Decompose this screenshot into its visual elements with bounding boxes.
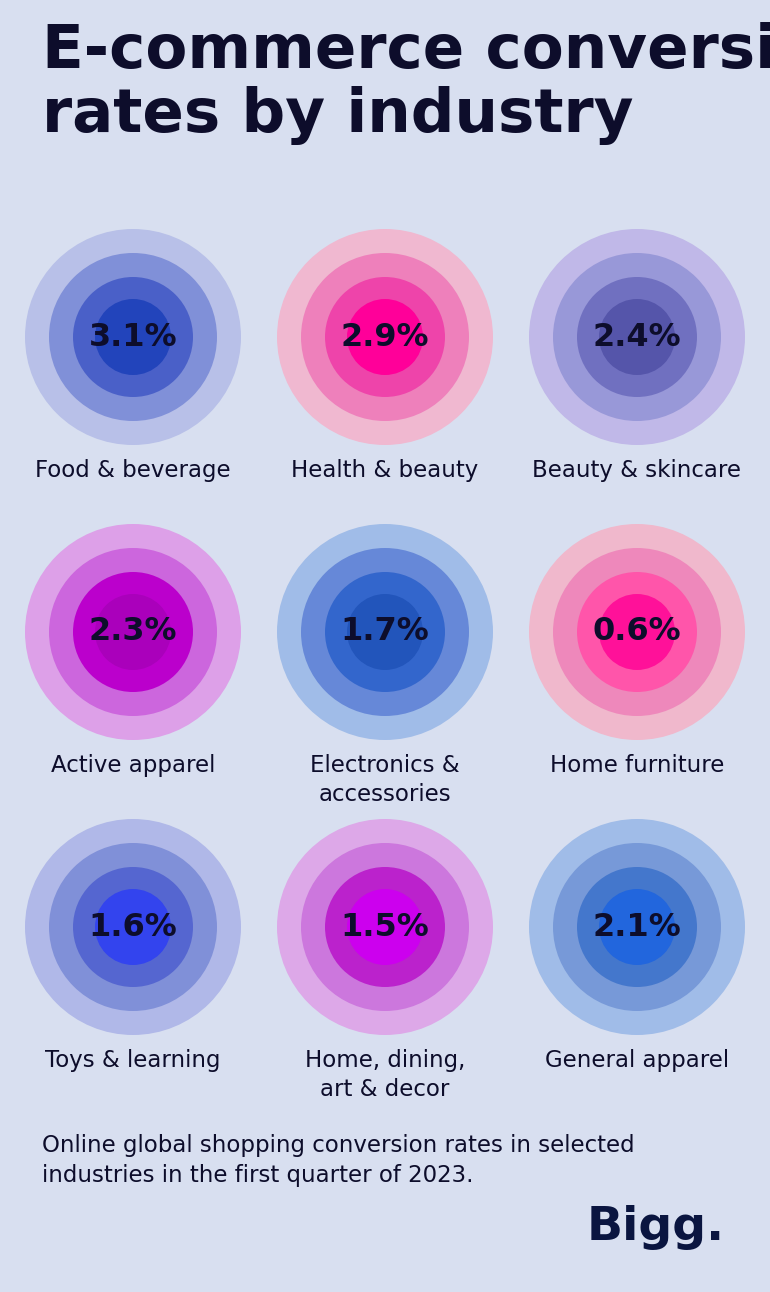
Ellipse shape: [49, 548, 217, 716]
Ellipse shape: [553, 548, 721, 716]
Ellipse shape: [347, 298, 423, 375]
Ellipse shape: [95, 594, 171, 671]
Ellipse shape: [25, 525, 241, 740]
Ellipse shape: [347, 594, 423, 671]
Text: Home, dining,
art & decor: Home, dining, art & decor: [305, 1049, 465, 1101]
Ellipse shape: [301, 842, 469, 1012]
Ellipse shape: [277, 229, 493, 444]
Ellipse shape: [73, 867, 193, 987]
Ellipse shape: [277, 819, 493, 1035]
Text: General apparel: General apparel: [545, 1049, 729, 1072]
Ellipse shape: [301, 548, 469, 716]
Ellipse shape: [529, 525, 745, 740]
Text: Electronics &
accessories: Electronics & accessories: [310, 755, 460, 806]
Text: Health & beauty: Health & beauty: [291, 459, 479, 482]
Text: 1.5%: 1.5%: [340, 911, 430, 942]
Text: 2.1%: 2.1%: [593, 911, 681, 942]
Ellipse shape: [301, 253, 469, 421]
Text: Active apparel: Active apparel: [51, 755, 215, 776]
Ellipse shape: [95, 889, 171, 965]
Ellipse shape: [25, 819, 241, 1035]
Ellipse shape: [73, 572, 193, 693]
Text: Home furniture: Home furniture: [550, 755, 725, 776]
Text: 2.9%: 2.9%: [341, 322, 429, 353]
Ellipse shape: [325, 867, 445, 987]
Text: 2.3%: 2.3%: [89, 616, 177, 647]
Text: Beauty & skincare: Beauty & skincare: [533, 459, 742, 482]
Text: 2.4%: 2.4%: [593, 322, 681, 353]
Text: 0.6%: 0.6%: [593, 616, 681, 647]
Ellipse shape: [277, 525, 493, 740]
Text: Bigg.: Bigg.: [587, 1205, 725, 1249]
Ellipse shape: [325, 276, 445, 397]
Ellipse shape: [49, 253, 217, 421]
Ellipse shape: [577, 276, 697, 397]
Text: 1.7%: 1.7%: [340, 616, 430, 647]
Ellipse shape: [49, 842, 217, 1012]
Ellipse shape: [529, 819, 745, 1035]
Ellipse shape: [577, 572, 697, 693]
Ellipse shape: [553, 842, 721, 1012]
Ellipse shape: [347, 889, 423, 965]
Text: E-commerce conversion
rates by industry: E-commerce conversion rates by industry: [42, 22, 770, 145]
Ellipse shape: [325, 572, 445, 693]
Ellipse shape: [577, 867, 697, 987]
Ellipse shape: [529, 229, 745, 444]
Text: 1.6%: 1.6%: [89, 911, 177, 942]
Ellipse shape: [599, 594, 675, 671]
Ellipse shape: [599, 298, 675, 375]
Ellipse shape: [95, 298, 171, 375]
Text: 3.1%: 3.1%: [89, 322, 177, 353]
Ellipse shape: [73, 276, 193, 397]
Text: Food & beverage: Food & beverage: [35, 459, 231, 482]
Ellipse shape: [599, 889, 675, 965]
Ellipse shape: [25, 229, 241, 444]
Text: Toys & learning: Toys & learning: [45, 1049, 221, 1072]
Text: Online global shopping conversion rates in selected
industries in the first quar: Online global shopping conversion rates …: [42, 1133, 634, 1187]
Ellipse shape: [553, 253, 721, 421]
